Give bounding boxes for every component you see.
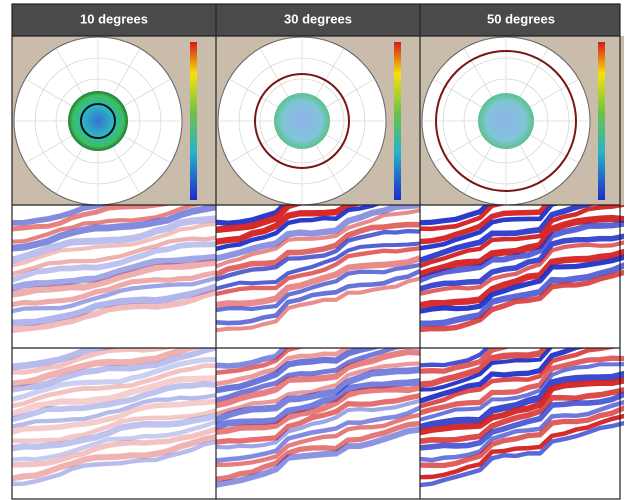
column-header: 10 degrees: [80, 11, 148, 26]
colorbar: [394, 42, 401, 200]
coverage-blob: [274, 93, 330, 149]
colorbar: [598, 42, 605, 200]
colorbar: [190, 42, 197, 200]
coverage-blob: [68, 91, 128, 151]
column-header: 30 degrees: [284, 11, 352, 26]
column-header: 50 degrees: [487, 11, 555, 26]
figure: 10 degrees 30 degrees 50 degrees: [0, 0, 627, 500]
seismic-event: [420, 266, 624, 324]
figure-grid: 10 degrees 30 degrees 50 degrees: [0, 0, 627, 500]
seismic-panel: [420, 307, 624, 485]
seismic-panel: [12, 328, 216, 484]
coverage-blob: [478, 93, 534, 149]
seismic-panel: [216, 313, 420, 484]
